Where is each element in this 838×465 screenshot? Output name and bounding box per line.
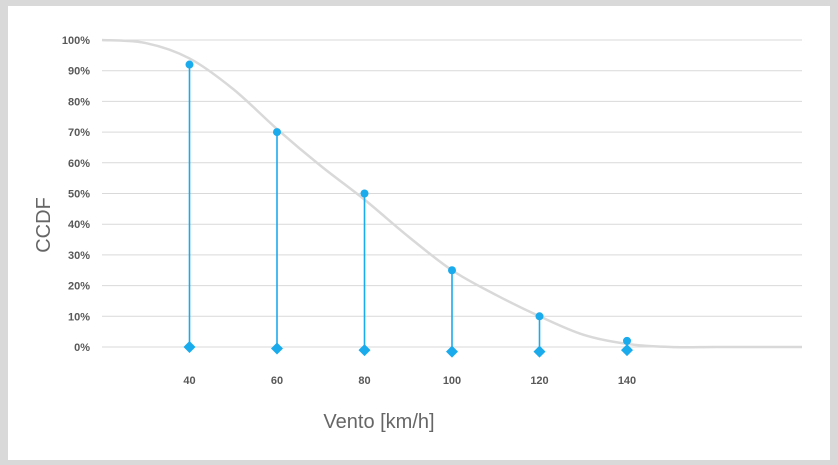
y-tick-label-40: 40% — [68, 219, 90, 231]
stem-layer — [183, 60, 633, 358]
y-tick-label-20: 20% — [68, 281, 90, 293]
stem-base-marker-120 — [533, 345, 546, 358]
gridlines — [102, 39, 802, 348]
y-tick-label-90: 90% — [68, 66, 90, 78]
stem-point-80 — [360, 189, 369, 198]
stem-base-marker-40 — [183, 341, 196, 353]
y-tick-label-80: 80% — [68, 96, 90, 108]
x-tick-label-120: 120 — [530, 375, 548, 387]
stem-base-marker-100 — [446, 345, 458, 358]
y-tick-label-60: 60% — [68, 158, 90, 170]
stem-base-marker-60 — [271, 342, 283, 355]
stem-point-60 — [273, 128, 281, 137]
chart-card: 0% 10% 20% 30% 40% 50% 60% 70% 80% 90% 100% 40 60 80… — [8, 6, 830, 460]
y-tick-label-30: 30% — [68, 250, 90, 262]
stem-point-140 — [623, 336, 631, 345]
stem-base-marker-80 — [358, 344, 371, 357]
stem-point-40 — [185, 60, 194, 69]
stem-point-120 — [535, 312, 544, 321]
y-tick-label-0: 0% — [74, 342, 90, 354]
y-tick-label-50: 50% — [68, 189, 90, 201]
x-tick-label-100: 100 — [443, 375, 461, 387]
x-tick-labels: 40 60 80 100 120 140 — [183, 375, 636, 387]
x-axis-title: Vento [km/h] — [323, 411, 434, 433]
x-tick-label-140: 140 — [618, 375, 636, 387]
y-tick-label-100: 100% — [62, 35, 90, 47]
stem-base-marker-140 — [621, 344, 633, 357]
x-tick-label-40: 40 — [183, 375, 195, 387]
x-tick-label-60: 60 — [271, 375, 283, 387]
ccdf-chart: 0% 10% 20% 30% 40% 50% 60% 70% 80% 90% 100% 40 60 80… — [33, 35, 802, 433]
y-tick-labels: 0% 10% 20% 30% 40% 50% 60% 70% 80% 90% 100% — [62, 35, 90, 354]
y-axis-title: CCDF — [33, 197, 55, 253]
y-tick-label-70: 70% — [68, 127, 90, 139]
x-tick-label-80: 80 — [358, 375, 370, 387]
y-tick-label-10: 10% — [68, 311, 90, 323]
stem-point-100 — [448, 266, 456, 275]
